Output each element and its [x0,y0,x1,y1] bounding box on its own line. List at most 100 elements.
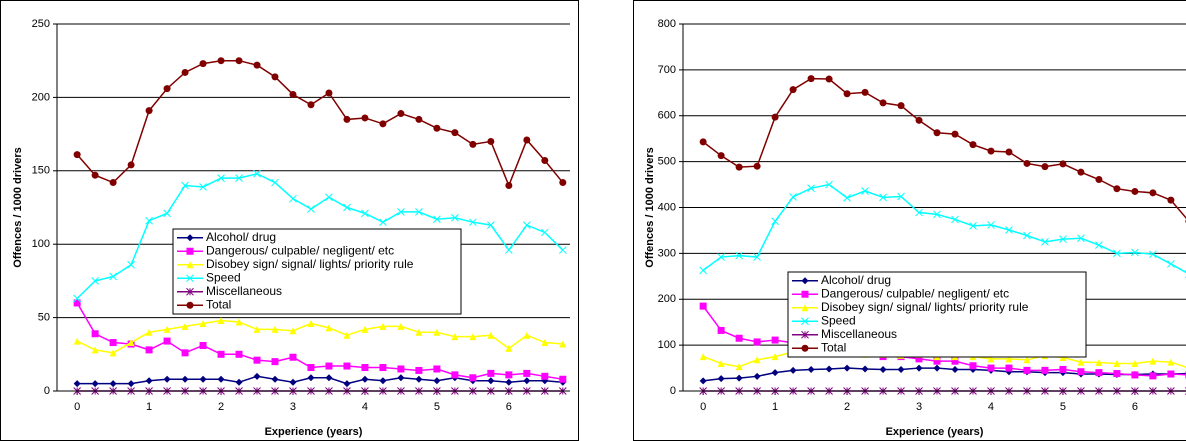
x-tick-label: 1 [146,401,152,413]
marker [415,328,423,336]
marker [487,137,495,145]
marker [451,213,459,222]
marker [879,99,887,107]
marker [109,339,117,347]
marker [145,346,153,354]
marker [897,365,905,373]
marker [801,330,809,339]
marker [361,114,369,122]
marker [1041,366,1049,374]
marker [343,362,351,370]
x-tick-label: 5 [434,401,440,413]
marker [523,377,531,385]
marker [1167,358,1175,366]
marker [801,277,809,285]
marker [451,371,459,379]
marker [343,380,351,388]
marker [217,57,225,65]
marker [735,363,743,371]
marker [379,218,387,227]
marker [433,377,441,385]
series-line [702,77,1186,220]
marker [1149,372,1157,380]
marker [235,350,243,358]
marker [699,302,707,310]
marker [487,331,495,339]
marker [415,208,423,216]
marker [1041,238,1049,246]
marker [717,152,725,160]
legend-label: Miscellaneous [821,327,897,341]
marker [379,322,387,330]
marker [1113,370,1121,378]
marker [699,138,707,146]
marker [433,328,441,336]
marker [127,339,135,347]
marker [73,337,81,345]
marker [1167,196,1175,204]
marker [109,179,117,187]
marker [969,362,977,370]
marker [91,380,99,388]
marker [127,161,135,169]
marker [199,60,207,68]
marker [789,193,797,201]
marker [789,366,797,374]
marker [451,129,459,137]
marker [915,364,923,372]
marker [379,377,387,385]
marker [469,140,477,148]
y-tick-label: 500 [658,156,676,168]
marker [235,378,243,386]
marker [789,86,797,94]
y-tick-label: 0 [670,385,676,397]
marker [1077,234,1085,243]
marker [699,266,708,275]
y-tick-label: 400 [658,201,676,213]
marker [217,350,225,358]
marker [753,372,761,380]
marker [289,90,297,98]
marker [307,101,315,109]
marker [271,375,279,383]
y-axis-label: Offences / 1000 drivers [12,147,24,267]
series-line [76,302,563,380]
marker [253,325,261,333]
y-tick-label: 150 [32,165,50,177]
marker [807,365,815,373]
marker [109,349,117,357]
marker [843,364,851,372]
series-line [76,172,564,300]
marker [397,374,405,382]
legend-label: Speed [206,270,241,284]
marker [1041,163,1049,171]
marker [163,337,171,345]
x-tick-label: 3 [916,401,922,413]
marker [307,374,315,382]
marker [487,221,495,229]
marker [433,124,441,132]
marker [951,357,959,365]
marker [1131,359,1139,367]
marker [1113,185,1121,193]
chart-frame [633,0,1186,441]
marker [933,364,941,372]
marker [915,116,923,124]
marker [469,333,477,341]
marker [504,246,513,254]
legend-label: Total [821,340,846,354]
marker [1131,371,1139,379]
marker [1059,365,1067,373]
x-tick-label: 2 [844,401,850,413]
series-line [702,305,1186,377]
marker [415,375,423,383]
marker [91,277,99,285]
marker [199,375,207,383]
marker [235,174,243,182]
marker [1149,189,1157,197]
marker [186,247,194,255]
marker [271,358,279,366]
x-tick-label: 3 [290,401,296,413]
legend-label: Dangerous/ culpable/ negligent/ etc [206,243,394,257]
marker [1023,366,1031,374]
